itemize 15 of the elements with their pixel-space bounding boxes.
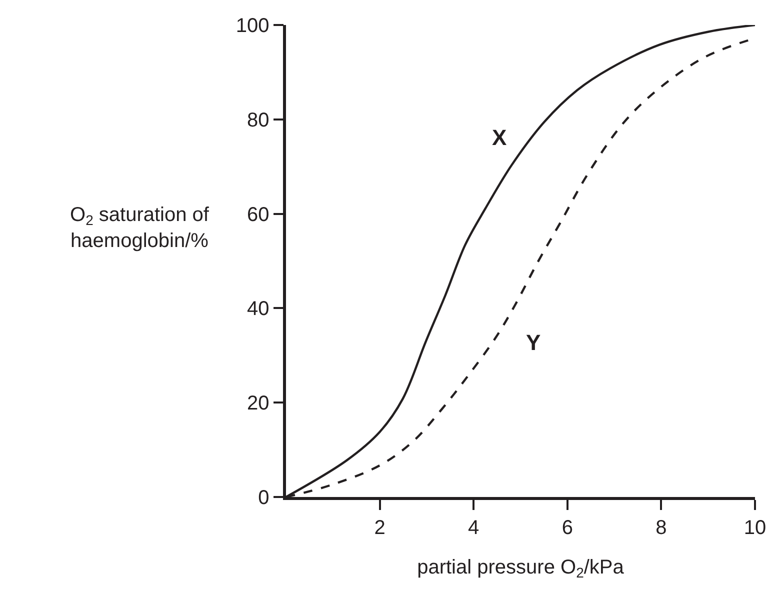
x-tick-label: 10 <box>744 516 766 539</box>
y-tick-label: 60 <box>247 204 270 226</box>
x-tick-label: 2 <box>374 516 386 539</box>
y-tick-label: 20 <box>247 392 270 415</box>
x-tick-label: 6 <box>562 516 573 539</box>
y-tick-label: 0 <box>258 487 270 509</box>
y-tick-label: 100 <box>236 15 270 37</box>
y-tick-label: 40 <box>247 298 270 320</box>
y-axis-title: O$_{2}$ saturation of haemoglobin/% <box>70 204 210 252</box>
x-tick-label: 4 <box>468 516 480 539</box>
x-tick-label: 8 <box>656 516 667 539</box>
y-tick-label: 80 <box>247 109 270 132</box>
series-label: X <box>492 125 507 150</box>
x-axis-title: partial pressure O$_{2}$/kPa <box>417 556 625 580</box>
series-label: Y <box>526 330 541 355</box>
